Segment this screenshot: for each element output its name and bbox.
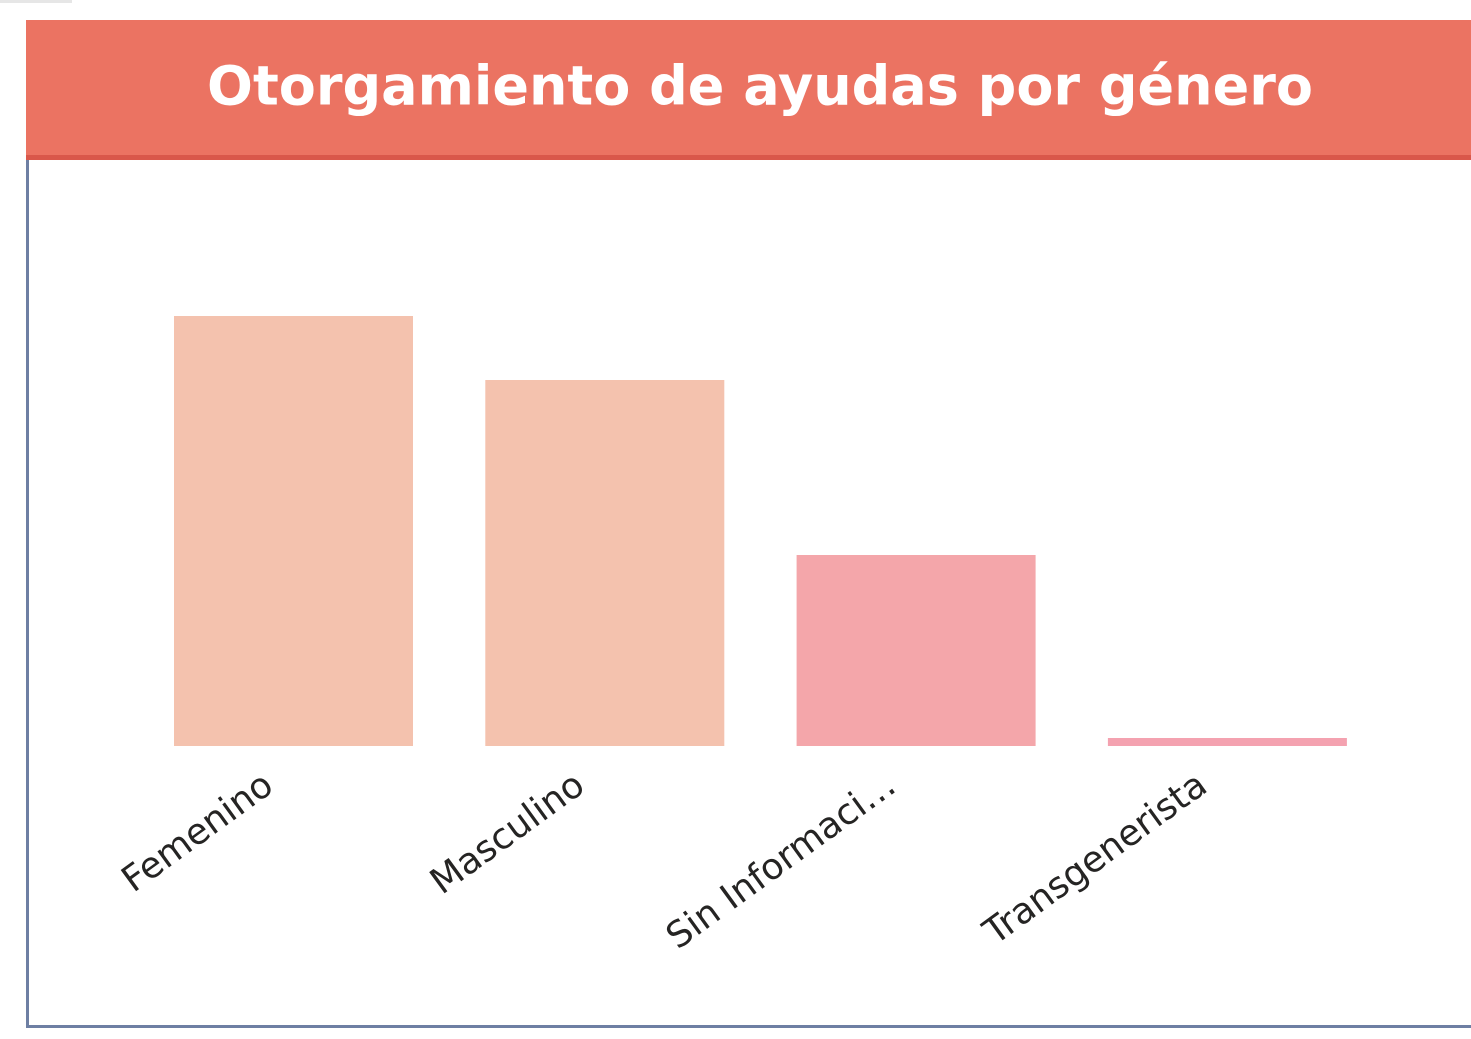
- header-border: [26, 155, 1471, 160]
- header: [26, 20, 1471, 156]
- x-tick-label: Transgenerista: [976, 764, 1215, 953]
- x-tick-label: Masculino: [423, 764, 592, 903]
- x-tick-label: Sin Informaci…: [659, 764, 903, 957]
- bar: [1107, 738, 1347, 746]
- chart-title: Otorgamiento de ayudas por género: [207, 55, 1313, 118]
- x-tick-label: Femenino: [114, 764, 280, 900]
- bar: [485, 380, 725, 746]
- bar: [174, 316, 413, 746]
- top-tab: [0, 0, 72, 3]
- bar: [796, 555, 1036, 746]
